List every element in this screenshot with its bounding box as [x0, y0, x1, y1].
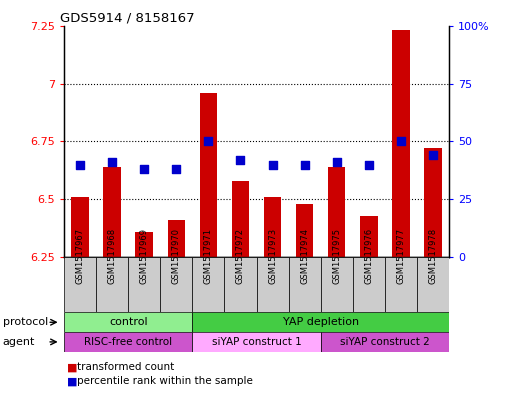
Point	[301, 162, 309, 168]
Bar	[96, 257, 128, 312]
Bar	[64, 312, 192, 332]
Bar	[417, 257, 449, 312]
Text: GSM1517967: GSM1517967	[75, 228, 85, 284]
Bar	[71, 197, 89, 257]
Text: GSM1517969: GSM1517969	[140, 228, 149, 284]
Bar	[321, 332, 449, 352]
Text: GSM1517970: GSM1517970	[172, 228, 181, 284]
Text: agent: agent	[3, 337, 35, 347]
Bar	[200, 93, 217, 257]
Bar	[353, 257, 385, 312]
Text: YAP depletion: YAP depletion	[283, 317, 359, 327]
Bar	[128, 257, 160, 312]
Point	[172, 166, 181, 173]
Text: percentile rank within the sample: percentile rank within the sample	[77, 376, 253, 386]
Bar	[424, 149, 442, 257]
Bar	[232, 181, 249, 257]
Text: GDS5914 / 8158167: GDS5914 / 8158167	[61, 11, 195, 24]
Bar	[256, 257, 288, 312]
Point	[268, 162, 277, 168]
Text: GSM1517975: GSM1517975	[332, 228, 341, 284]
Bar	[64, 332, 192, 352]
Bar	[392, 30, 409, 257]
Text: GSM1517974: GSM1517974	[300, 228, 309, 284]
Text: protocol: protocol	[3, 317, 48, 327]
Bar	[160, 257, 192, 312]
Bar	[321, 257, 353, 312]
Text: GSM1517978: GSM1517978	[428, 228, 438, 284]
Text: transformed count: transformed count	[77, 362, 174, 373]
Bar	[168, 220, 185, 257]
Point	[140, 166, 148, 173]
Point	[204, 138, 212, 145]
Point	[236, 157, 245, 163]
Text: siYAP construct 2: siYAP construct 2	[340, 337, 429, 347]
Bar	[192, 332, 321, 352]
Text: ■: ■	[67, 376, 77, 386]
Point	[332, 159, 341, 165]
Text: siYAP construct 1: siYAP construct 1	[212, 337, 301, 347]
Text: control: control	[109, 317, 148, 327]
Point	[108, 159, 116, 165]
Bar	[192, 257, 225, 312]
Text: GSM1517976: GSM1517976	[364, 228, 373, 284]
Bar	[135, 232, 153, 257]
Text: GSM1517973: GSM1517973	[268, 228, 277, 284]
Text: GSM1517972: GSM1517972	[236, 228, 245, 284]
Bar	[328, 167, 345, 257]
Bar	[264, 197, 281, 257]
Bar	[288, 257, 321, 312]
Bar	[296, 204, 313, 257]
Bar	[225, 257, 256, 312]
Bar	[360, 216, 378, 257]
Text: RISC-free control: RISC-free control	[84, 337, 172, 347]
Point	[365, 162, 373, 168]
Bar	[385, 257, 417, 312]
Bar	[64, 257, 96, 312]
Bar	[104, 167, 121, 257]
Bar	[192, 312, 449, 332]
Text: GSM1517968: GSM1517968	[108, 228, 117, 284]
Text: GSM1517971: GSM1517971	[204, 228, 213, 284]
Point	[76, 162, 84, 168]
Point	[429, 152, 437, 158]
Point	[397, 138, 405, 145]
Text: GSM1517977: GSM1517977	[396, 228, 405, 284]
Text: ■: ■	[67, 362, 77, 373]
